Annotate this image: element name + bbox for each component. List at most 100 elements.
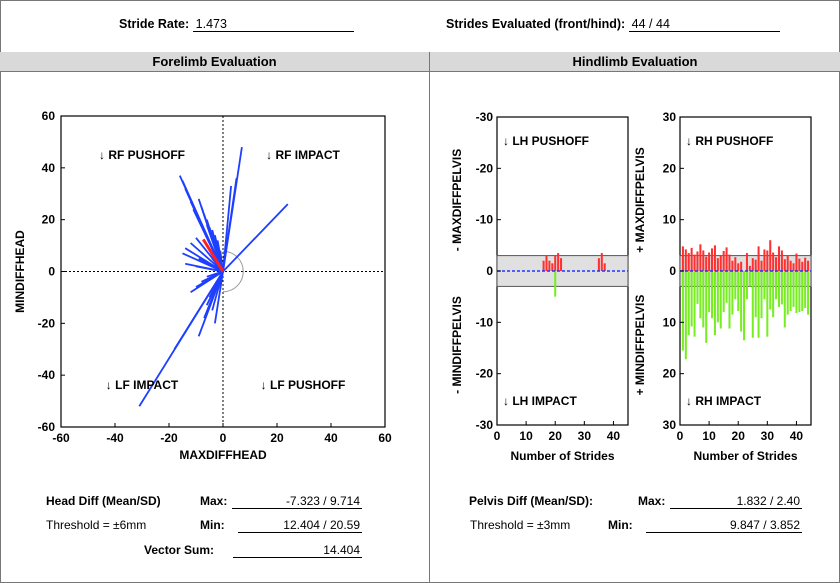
vector-sum-label: Vector Sum:: [144, 543, 215, 557]
pelvis-diff-min-label: Min:: [608, 518, 633, 532]
hindlimb-threshold: Threshold = ±3mm: [470, 518, 571, 532]
forelimb-vector: [190, 242, 224, 273]
rh-up-bar: [684, 249, 687, 271]
rh-down-bar: [693, 271, 696, 337]
forelimb-section-title: Forelimb Evaluation: [0, 52, 429, 72]
rh-down-bar: [792, 271, 795, 307]
rh-down-bar: [807, 271, 810, 315]
lh-down-bar: [554, 271, 557, 297]
rh-up-bar: [708, 252, 711, 271]
forelimb-y-tick-label: 20: [42, 213, 56, 227]
lh-y-label-bottom: - MINDIFFPELVIS: [450, 296, 464, 394]
rh-down-bar: [763, 271, 766, 300]
lh-up-bar: [557, 253, 560, 271]
rh-y-label-top: + MAXDIFFPELVIS: [633, 147, 647, 252]
rh-up-bar: [769, 240, 772, 271]
lh-up-bar: [597, 258, 600, 271]
rh-up-bar: [731, 260, 734, 271]
forelimb-quadrant-label: ↓ RF IMPACT: [266, 148, 340, 162]
lh-y-tick-label: -30: [476, 110, 494, 124]
rh-up-bar: [687, 253, 690, 271]
rh-down-bar: [769, 271, 772, 310]
rh-up-bar: [705, 256, 708, 271]
rh-up-bar: [711, 248, 714, 271]
rh-x-tick-label: 0: [677, 429, 684, 443]
lh-up-bar: [603, 263, 606, 271]
rh-down-bar: [711, 271, 714, 319]
forelimb-mean-vector: [202, 238, 225, 273]
forelimb-y-tick-label: 0: [48, 265, 55, 279]
forelimb-x-tick-label: 20: [270, 431, 284, 445]
rh-down-bar: [798, 271, 801, 313]
forelimb-vector: [173, 271, 224, 350]
forelimb-x-tick-label: -20: [160, 431, 178, 445]
rh-x-tick-label: 20: [732, 429, 746, 443]
lh-x-tick-label: 10: [519, 429, 533, 443]
forelimb-quadrant-label: ↓ RF PUSHOFF: [99, 148, 185, 162]
forelimb-x-tick-label: 60: [378, 431, 392, 445]
lh-y-tick-label: 0: [486, 264, 493, 278]
section-divider: [429, 52, 430, 583]
rh-up-bar: [713, 245, 716, 271]
lh-y-label-top: - MAXDIFFPELVIS: [450, 149, 464, 251]
forelimb-quadrant-label: ↓ LF IMPACT: [106, 378, 179, 392]
rh-y-tick-label: 0: [669, 264, 676, 278]
rh-x-label: Number of Strides: [693, 449, 797, 463]
rh-down-bar: [705, 271, 708, 343]
rh-up-bar: [681, 246, 684, 271]
rh-up-bar: [760, 260, 763, 271]
lh-x-tick-label: 20: [549, 429, 563, 443]
hindlimb-section-title: Hindlimb Evaluation: [430, 52, 840, 72]
rh-up-bar: [766, 250, 769, 271]
rh-y-tick-label: 10: [663, 213, 677, 227]
forelimb-vector: [214, 271, 224, 324]
forelimb-x-tick-label: -40: [106, 431, 124, 445]
rh-down-bar: [740, 271, 743, 332]
rh-up-bar: [740, 261, 743, 271]
rh-up-bar: [775, 257, 778, 271]
forelimb-x-label: MAXDIFFHEAD: [179, 448, 267, 462]
rh-up-bar: [795, 253, 798, 271]
rh-up-bar: [786, 255, 789, 271]
head-diff-title: Head Diff (Mean/SD): [46, 494, 161, 508]
rh-up-bar: [798, 258, 801, 271]
forelimb-vector: [195, 265, 224, 273]
rh-x-tick-label: 30: [761, 429, 775, 443]
pelvis-diff-min-value: 9.847 / 3.852: [646, 518, 802, 533]
stride-rate-field: Stride Rate: 1.473: [119, 17, 354, 32]
forelimb-y-tick-label: -40: [38, 368, 56, 382]
rh-up-bar: [780, 250, 783, 271]
rh-up-bar: [745, 253, 748, 271]
rh-up-bar: [754, 259, 757, 271]
rh-down-bar: [728, 271, 731, 329]
rh-down-bar: [713, 271, 716, 336]
rh-down-bar: [699, 271, 702, 319]
lh-up-bar: [560, 258, 563, 271]
lh-up-bar: [554, 255, 557, 271]
lh-y-tick-label: -30: [476, 418, 494, 432]
rh-down-bar: [804, 271, 807, 308]
rh-down-bar: [690, 271, 693, 327]
forelimb-vector: [205, 224, 224, 272]
head-diff-min-label: Min:: [200, 518, 225, 532]
rh-up-bar: [801, 261, 804, 271]
rh-up-bar: [716, 258, 719, 271]
pelvis-diff-max-label: Max:: [638, 494, 666, 508]
rh-down-bar: [754, 271, 757, 318]
rh-y-tick-label: 30: [663, 110, 677, 124]
rh-down-bar: [780, 271, 783, 305]
rh-up-bar: [725, 247, 728, 271]
lh-up-bar: [542, 260, 545, 271]
rh-up-bar: [737, 263, 740, 271]
strides-evaluated-field: Strides Evaluated (front/hind): 44 / 44: [446, 17, 780, 32]
rh-down-bar: [745, 271, 748, 300]
rh-down-bar: [783, 271, 786, 328]
forelimb-vector: [222, 146, 243, 272]
forelimb-threshold: Threshold = ±6mm: [46, 518, 147, 532]
rh-down-bar: [775, 271, 778, 300]
pelvis-diff-title: Pelvis Diff (Mean/SD):: [469, 494, 594, 508]
lh-up-bar: [548, 260, 551, 271]
vector-sum-value: 14.404: [233, 543, 362, 558]
rh-y-tick-label: 20: [663, 367, 677, 381]
lh-x-label: Number of Strides: [510, 449, 614, 463]
